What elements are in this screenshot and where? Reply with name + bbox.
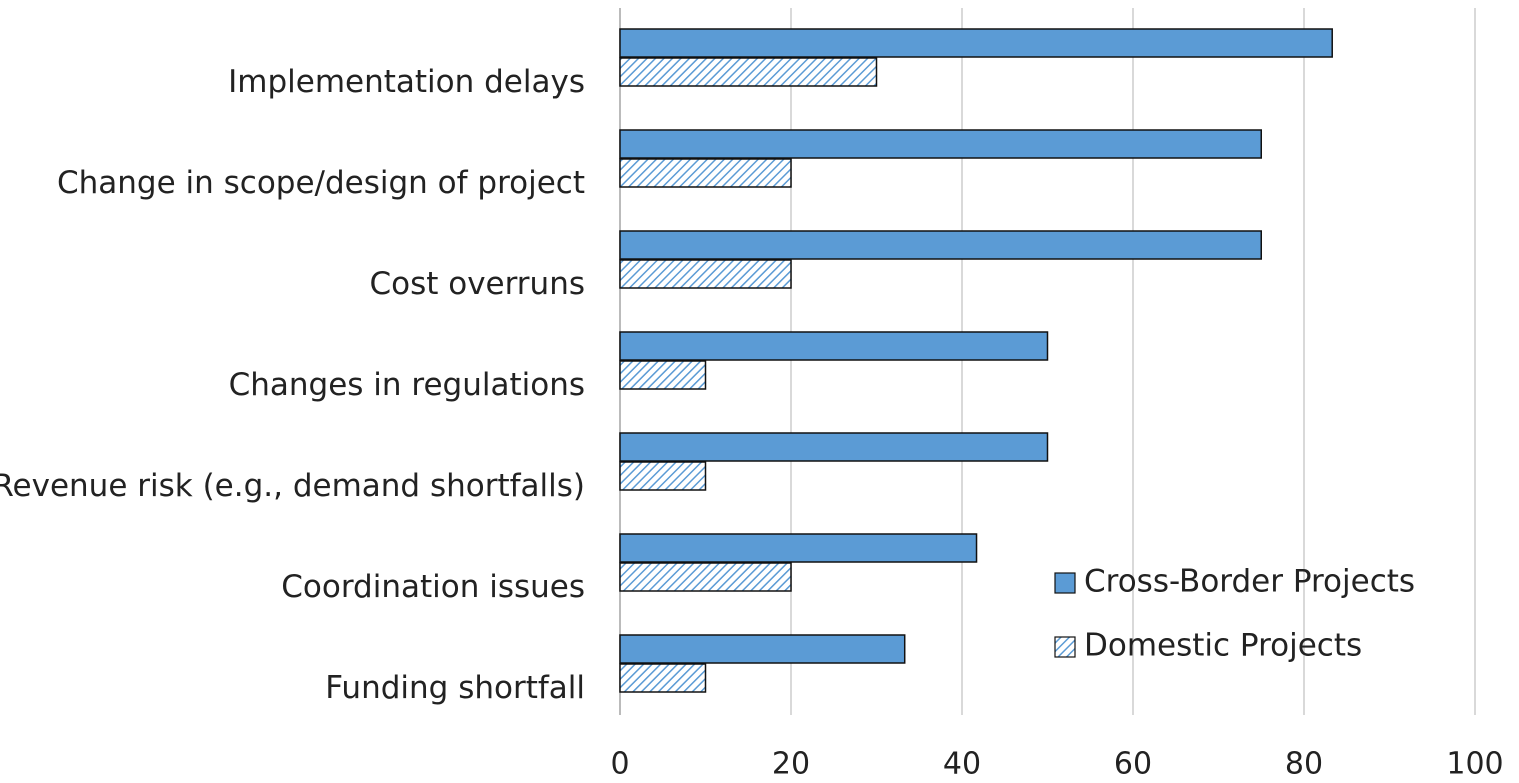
category-label: Revenue risk (e.g., demand shortfalls) [0, 468, 585, 504]
x-tick-label: 20 [772, 747, 810, 782]
bar [619, 158, 792, 188]
bar [619, 562, 792, 592]
x-tick-label: 0 [610, 747, 629, 782]
category-label: Funding shortfall [325, 670, 585, 706]
category-label: Changes in regulations [229, 367, 585, 403]
bar [619, 331, 1049, 361]
legend-label: Cross-Border Projects [1084, 564, 1415, 600]
bar [619, 129, 1262, 159]
bar [619, 533, 978, 563]
bar [619, 461, 707, 491]
x-tick-label: 100 [1446, 747, 1503, 782]
category-label: Change in scope/design of project [57, 165, 585, 201]
bar [619, 230, 1262, 260]
x-tick-label: 80 [1285, 747, 1323, 782]
bar [619, 28, 1333, 58]
category-label: Cost overruns [369, 266, 585, 302]
bar [619, 663, 707, 693]
bar [619, 360, 707, 390]
category-label: Implementation delays [228, 64, 585, 100]
x-tick-label: 40 [943, 747, 981, 782]
legend-label: Domestic Projects [1084, 628, 1362, 664]
legend-swatch [1054, 572, 1076, 594]
legend-swatch [1054, 636, 1076, 658]
bar [619, 259, 792, 289]
bar [619, 634, 906, 664]
bar [619, 432, 1049, 462]
category-label: Coordination issues [281, 569, 585, 605]
x-tick-label: 60 [1114, 747, 1152, 782]
bar [619, 57, 878, 87]
